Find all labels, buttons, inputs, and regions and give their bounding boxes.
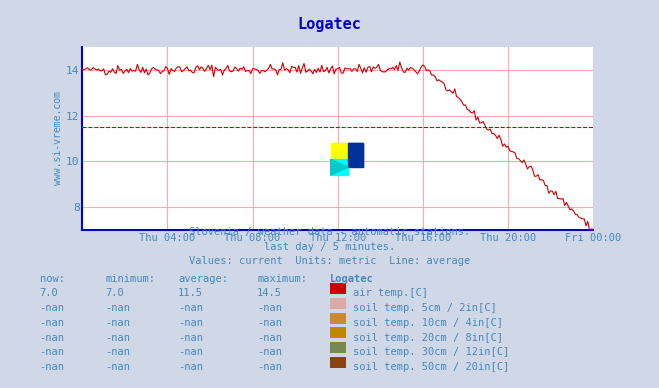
Text: soil temp. 5cm / 2in[C]: soil temp. 5cm / 2in[C]: [353, 303, 496, 313]
Text: soil temp. 30cm / 12in[C]: soil temp. 30cm / 12in[C]: [353, 347, 509, 357]
Bar: [331, 143, 349, 159]
Text: -nan: -nan: [257, 333, 282, 343]
Text: -nan: -nan: [178, 318, 203, 328]
Text: soil temp. 50cm / 20in[C]: soil temp. 50cm / 20in[C]: [353, 362, 509, 372]
Text: -nan: -nan: [105, 333, 130, 343]
Text: soil temp. 20cm / 8in[C]: soil temp. 20cm / 8in[C]: [353, 333, 503, 343]
Text: -nan: -nan: [257, 362, 282, 372]
Text: -nan: -nan: [178, 303, 203, 313]
Text: 11.5: 11.5: [178, 288, 203, 298]
Text: 7.0: 7.0: [105, 288, 124, 298]
Text: minimum:: minimum:: [105, 274, 156, 284]
Bar: [349, 143, 362, 167]
Text: Values: current  Units: metric  Line: average: Values: current Units: metric Line: aver…: [189, 256, 470, 267]
Text: -nan: -nan: [257, 318, 282, 328]
Text: Slovenia / weather data - automatic stations.: Slovenia / weather data - automatic stat…: [189, 227, 470, 237]
Text: 7.0: 7.0: [40, 288, 58, 298]
Text: -nan: -nan: [40, 333, 65, 343]
Text: now:: now:: [40, 274, 65, 284]
Text: -nan: -nan: [40, 318, 65, 328]
Text: Logatec: Logatec: [330, 274, 373, 284]
Text: -nan: -nan: [105, 303, 130, 313]
Bar: [331, 159, 349, 175]
Text: -nan: -nan: [40, 362, 65, 372]
Text: maximum:: maximum:: [257, 274, 307, 284]
Text: -nan: -nan: [178, 362, 203, 372]
Text: -nan: -nan: [40, 303, 65, 313]
Text: -nan: -nan: [40, 347, 65, 357]
Text: soil temp. 10cm / 4in[C]: soil temp. 10cm / 4in[C]: [353, 318, 503, 328]
Text: last day / 5 minutes.: last day / 5 minutes.: [264, 242, 395, 252]
Text: -nan: -nan: [257, 303, 282, 313]
Text: air temp.[C]: air temp.[C]: [353, 288, 428, 298]
Text: -nan: -nan: [257, 347, 282, 357]
Text: average:: average:: [178, 274, 228, 284]
Text: -nan: -nan: [105, 362, 130, 372]
Text: -nan: -nan: [178, 333, 203, 343]
Text: -nan: -nan: [178, 347, 203, 357]
Text: 14.5: 14.5: [257, 288, 282, 298]
Polygon shape: [331, 159, 349, 175]
Y-axis label: www.si-vreme.com: www.si-vreme.com: [53, 92, 63, 185]
Polygon shape: [349, 143, 362, 167]
Text: Logatec: Logatec: [298, 17, 361, 33]
Text: -nan: -nan: [105, 347, 130, 357]
Text: -nan: -nan: [105, 318, 130, 328]
